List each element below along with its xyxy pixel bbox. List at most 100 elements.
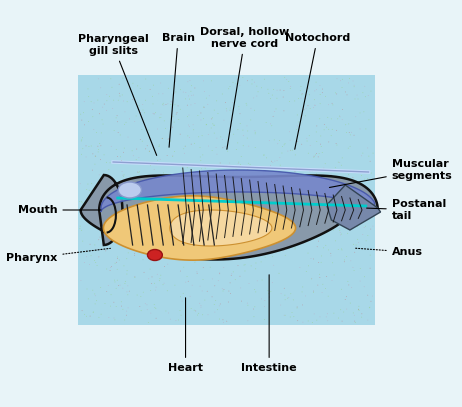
Point <box>155 143 163 150</box>
Point <box>120 98 127 104</box>
Point <box>192 258 199 264</box>
Point <box>273 95 280 101</box>
Point <box>139 178 146 184</box>
Point <box>206 92 213 99</box>
Point <box>240 225 247 232</box>
Point <box>277 302 285 309</box>
Point <box>284 148 292 154</box>
Point <box>107 175 115 181</box>
Point <box>357 278 364 284</box>
Point <box>369 293 376 299</box>
Point <box>369 223 377 230</box>
Point <box>366 304 373 311</box>
Point <box>367 298 375 304</box>
Point <box>98 185 105 191</box>
Point <box>286 85 294 92</box>
Point <box>96 140 103 147</box>
Point <box>156 257 163 263</box>
Point <box>229 170 237 176</box>
Text: Intestine: Intestine <box>241 275 297 373</box>
Point <box>238 228 245 235</box>
Point <box>366 252 374 258</box>
Point <box>285 78 292 85</box>
Point <box>297 88 304 94</box>
Point <box>264 86 272 92</box>
Point <box>328 277 336 284</box>
Point <box>306 105 314 112</box>
Point <box>147 253 154 259</box>
Point <box>230 269 237 275</box>
Point <box>87 252 95 259</box>
Point <box>86 313 94 319</box>
Point <box>225 299 232 305</box>
Point <box>196 144 204 151</box>
Point <box>313 129 320 135</box>
Point <box>162 234 170 241</box>
Point <box>358 220 365 226</box>
Point <box>176 131 184 138</box>
Point <box>304 236 311 243</box>
Point <box>91 153 99 160</box>
Point <box>290 199 298 205</box>
Point <box>345 203 352 210</box>
Point <box>240 183 248 190</box>
Point <box>241 239 248 246</box>
Point <box>216 316 223 322</box>
Point <box>356 126 364 132</box>
Point <box>211 207 219 214</box>
Point <box>103 159 110 166</box>
Point <box>172 111 180 117</box>
Point <box>321 219 328 226</box>
Point <box>172 251 179 258</box>
Point <box>366 265 374 271</box>
Point <box>135 154 143 161</box>
Point <box>105 205 112 212</box>
Point <box>90 126 97 133</box>
Point <box>159 281 167 288</box>
Point <box>309 201 316 207</box>
Point <box>302 293 309 299</box>
Point <box>300 106 308 113</box>
Point <box>159 101 166 108</box>
Point <box>356 109 364 116</box>
Point <box>123 271 131 277</box>
Point <box>83 286 91 292</box>
Point <box>298 141 305 147</box>
Point <box>208 293 216 300</box>
Point <box>291 98 298 104</box>
Point <box>297 83 304 90</box>
Point <box>97 85 104 91</box>
Point <box>106 221 113 228</box>
Point <box>136 168 143 175</box>
Point <box>365 116 372 123</box>
Point <box>286 98 293 105</box>
Point <box>330 310 338 316</box>
Point <box>355 306 362 313</box>
Point <box>211 236 219 243</box>
Point <box>185 93 192 99</box>
Point <box>336 229 344 236</box>
Point <box>128 147 136 154</box>
Point <box>318 289 326 296</box>
Point <box>350 241 357 247</box>
Point <box>190 200 198 206</box>
Point <box>86 241 94 247</box>
Point <box>133 146 140 152</box>
Point <box>115 97 122 103</box>
Point <box>299 179 307 186</box>
Point <box>243 166 251 173</box>
Point <box>257 217 265 224</box>
Point <box>221 143 229 150</box>
Point <box>358 172 365 179</box>
Point <box>209 276 216 282</box>
Point <box>232 166 240 172</box>
Point <box>145 127 152 133</box>
Point <box>278 150 286 156</box>
Point <box>245 160 252 166</box>
Point <box>129 80 137 87</box>
Point <box>85 187 93 193</box>
Point <box>91 100 98 106</box>
Point <box>344 230 351 236</box>
Point <box>113 146 120 153</box>
Point <box>140 289 147 295</box>
